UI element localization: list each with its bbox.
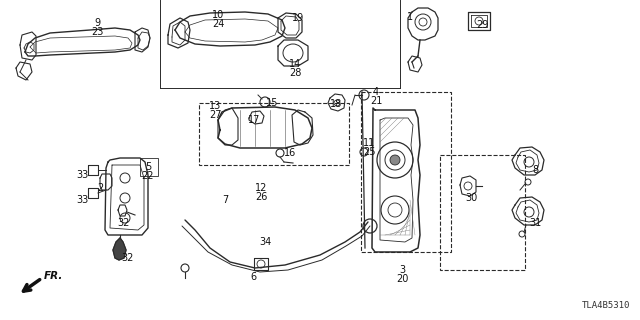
Text: 11: 11: [363, 138, 375, 148]
Text: 19: 19: [292, 13, 304, 23]
Text: 33: 33: [76, 195, 88, 205]
Circle shape: [390, 155, 400, 165]
Text: 3: 3: [399, 265, 405, 275]
Text: 28: 28: [289, 68, 301, 78]
Text: 18: 18: [330, 99, 342, 109]
Text: 33: 33: [76, 170, 88, 180]
Text: 34: 34: [259, 237, 271, 247]
Text: 21: 21: [370, 96, 382, 106]
Text: 12: 12: [255, 183, 267, 193]
Text: 4: 4: [373, 87, 379, 97]
Text: 30: 30: [465, 193, 477, 203]
Text: 32: 32: [117, 218, 129, 228]
Bar: [199, 103, 349, 165]
Text: 10: 10: [212, 10, 224, 20]
Text: 2: 2: [97, 183, 103, 193]
Text: 31: 31: [529, 218, 541, 228]
Text: 15: 15: [266, 98, 278, 108]
Text: 29: 29: [476, 20, 488, 30]
Text: 9: 9: [94, 18, 100, 28]
Text: 20: 20: [396, 274, 408, 284]
Text: TLA4B5310: TLA4B5310: [582, 301, 630, 310]
Text: 5: 5: [145, 162, 151, 172]
Text: 13: 13: [209, 101, 221, 111]
Bar: [361, 92, 451, 252]
Text: 14: 14: [289, 59, 301, 69]
Text: 25: 25: [363, 147, 375, 157]
Text: 22: 22: [141, 171, 154, 181]
Text: 16: 16: [284, 148, 296, 158]
Bar: [140, 158, 158, 176]
Text: 1: 1: [407, 12, 413, 22]
Text: 6: 6: [250, 272, 256, 282]
Text: 17: 17: [248, 115, 260, 125]
Polygon shape: [113, 238, 126, 260]
Text: 32: 32: [121, 253, 133, 263]
Text: 8: 8: [532, 165, 538, 175]
Bar: [440, 155, 525, 270]
Text: FR.: FR.: [44, 271, 63, 281]
Text: 23: 23: [91, 27, 103, 37]
Text: 27: 27: [209, 110, 221, 120]
Text: 24: 24: [212, 19, 224, 29]
Text: 7: 7: [222, 195, 228, 205]
Text: 26: 26: [255, 192, 267, 202]
